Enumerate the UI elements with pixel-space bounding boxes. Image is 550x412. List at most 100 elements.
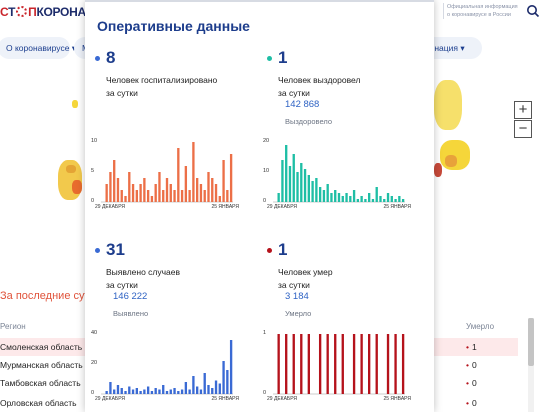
bar — [326, 184, 329, 202]
stat-desc-line: Выявлено случаев — [106, 267, 181, 277]
stat-value: 31 — [106, 240, 125, 259]
bullet-icon — [267, 56, 272, 61]
bar — [398, 196, 401, 202]
bar — [394, 334, 397, 394]
table-row[interactable]: Мурманская область 0 — [0, 356, 518, 374]
bar — [120, 190, 123, 202]
bar — [334, 190, 337, 202]
bar — [146, 190, 150, 202]
bar — [105, 391, 108, 394]
bar — [135, 190, 138, 202]
region-name: Мурманская область — [0, 360, 83, 370]
bar — [368, 193, 371, 202]
bar — [401, 334, 405, 394]
stat-desc-line: за сутки — [106, 88, 138, 98]
bar — [318, 334, 322, 394]
zoom-out-button[interactable]: − — [514, 120, 532, 138]
bar — [211, 388, 214, 394]
bar — [214, 184, 218, 202]
bar — [169, 184, 172, 202]
bar — [281, 160, 284, 202]
bar — [368, 334, 371, 394]
bar — [158, 389, 161, 394]
bar — [222, 160, 225, 202]
bar — [322, 190, 326, 202]
bar — [326, 334, 329, 394]
site-logo[interactable]: СТ ПКОРОНАВ — [0, 5, 94, 19]
died-count: 0 — [466, 356, 477, 374]
bar — [315, 178, 318, 202]
operational-data-modal: Оперативные данные 8 Человек госпитализи… — [85, 0, 434, 412]
bar — [341, 196, 344, 202]
table-row[interactable]: Орловская область 0 — [0, 394, 518, 412]
chart-detected: 40 20 0 29 ДЕКАБРЯ 25 ЯНВАРЯ — [91, 330, 241, 406]
x-label-start: 29 ДЕКАБРЯ — [95, 204, 126, 210]
x-label-start: 29 ДЕКАБРЯ — [267, 204, 298, 210]
bar — [386, 334, 390, 394]
stat-description: Человек умер за сутки — [278, 266, 418, 292]
bar — [229, 154, 233, 202]
stat-hospitalized: 8 Человек госпитализировано за сутки — [95, 48, 255, 138]
stat-detected: 31 Выявлено случаев за сутки 146 222 Выя… — [95, 240, 255, 330]
bar — [360, 196, 363, 202]
y-tick-label: 0 — [91, 198, 95, 204]
stat-desc-line: за сутки — [278, 88, 310, 98]
bar — [341, 334, 344, 394]
chart-recovered: 20 10 0 29 ДЕКАБРЯ 25 ЯНВАРЯ — [263, 138, 413, 214]
chart-died: 1 0 29 ДЕКАБРЯ 25 ЯНВАРЯ — [263, 330, 413, 406]
chart-svg — [101, 340, 233, 395]
col-head-died: Умерло — [466, 322, 495, 331]
modal-divider — [85, 0, 434, 2]
stat-desc-line: Человек выздоровел — [278, 75, 361, 85]
bar — [143, 389, 146, 394]
table-scrollbar[interactable] — [528, 318, 534, 412]
bar — [345, 193, 348, 202]
stat-total-label: Умерло — [285, 309, 312, 318]
x-label-start: 29 ДЕКАБРЯ — [95, 396, 126, 402]
bar — [192, 376, 195, 394]
bar — [371, 199, 375, 202]
bar — [229, 340, 233, 394]
region-name: Орловская область — [0, 398, 77, 408]
bar — [128, 172, 131, 202]
bar — [146, 386, 150, 394]
stat-died: 1 Человек умер за сутки 3 184 Умерло — [267, 240, 427, 330]
chart-svg — [273, 145, 405, 203]
bar — [109, 382, 112, 394]
bar — [285, 145, 288, 202]
bar — [292, 334, 295, 394]
bar — [214, 380, 218, 394]
scrollbar-thumb[interactable] — [528, 318, 534, 366]
bar — [139, 391, 142, 394]
died-count: 0 — [466, 394, 477, 412]
x-label-end: 25 ЯНВАРЯ — [383, 396, 411, 402]
search-icon[interactable] — [526, 4, 540, 18]
bar — [288, 166, 292, 202]
region-name: Тамбовская область — [0, 378, 81, 388]
bar — [116, 178, 120, 202]
x-label-end: 25 ЯНВАРЯ — [383, 204, 411, 210]
zoom-in-button[interactable]: + — [514, 101, 532, 119]
stat-desc-line: за сутки — [278, 280, 310, 290]
bar — [150, 391, 154, 394]
stat-value: 1 — [278, 48, 288, 67]
bar — [307, 334, 310, 394]
table-row[interactable]: Тамбовская область 0 — [0, 374, 518, 392]
died-count: 1 — [466, 338, 477, 356]
bar — [139, 184, 142, 202]
bar — [165, 178, 169, 202]
bar — [124, 391, 127, 394]
bar — [188, 190, 191, 202]
bar — [307, 175, 310, 202]
bar — [173, 190, 176, 202]
bar — [184, 382, 188, 394]
bar — [394, 199, 397, 202]
bar — [196, 386, 199, 394]
y-tick-label: 10 — [91, 138, 98, 144]
bar — [196, 178, 199, 202]
stat-desc-line: Человек госпитализировано — [106, 75, 218, 85]
stat-total-label: Выздоровело — [285, 117, 333, 126]
nav-item-about[interactable]: О коронавирусе ▾ — [0, 37, 76, 59]
bar — [113, 389, 116, 394]
bar — [375, 187, 378, 202]
